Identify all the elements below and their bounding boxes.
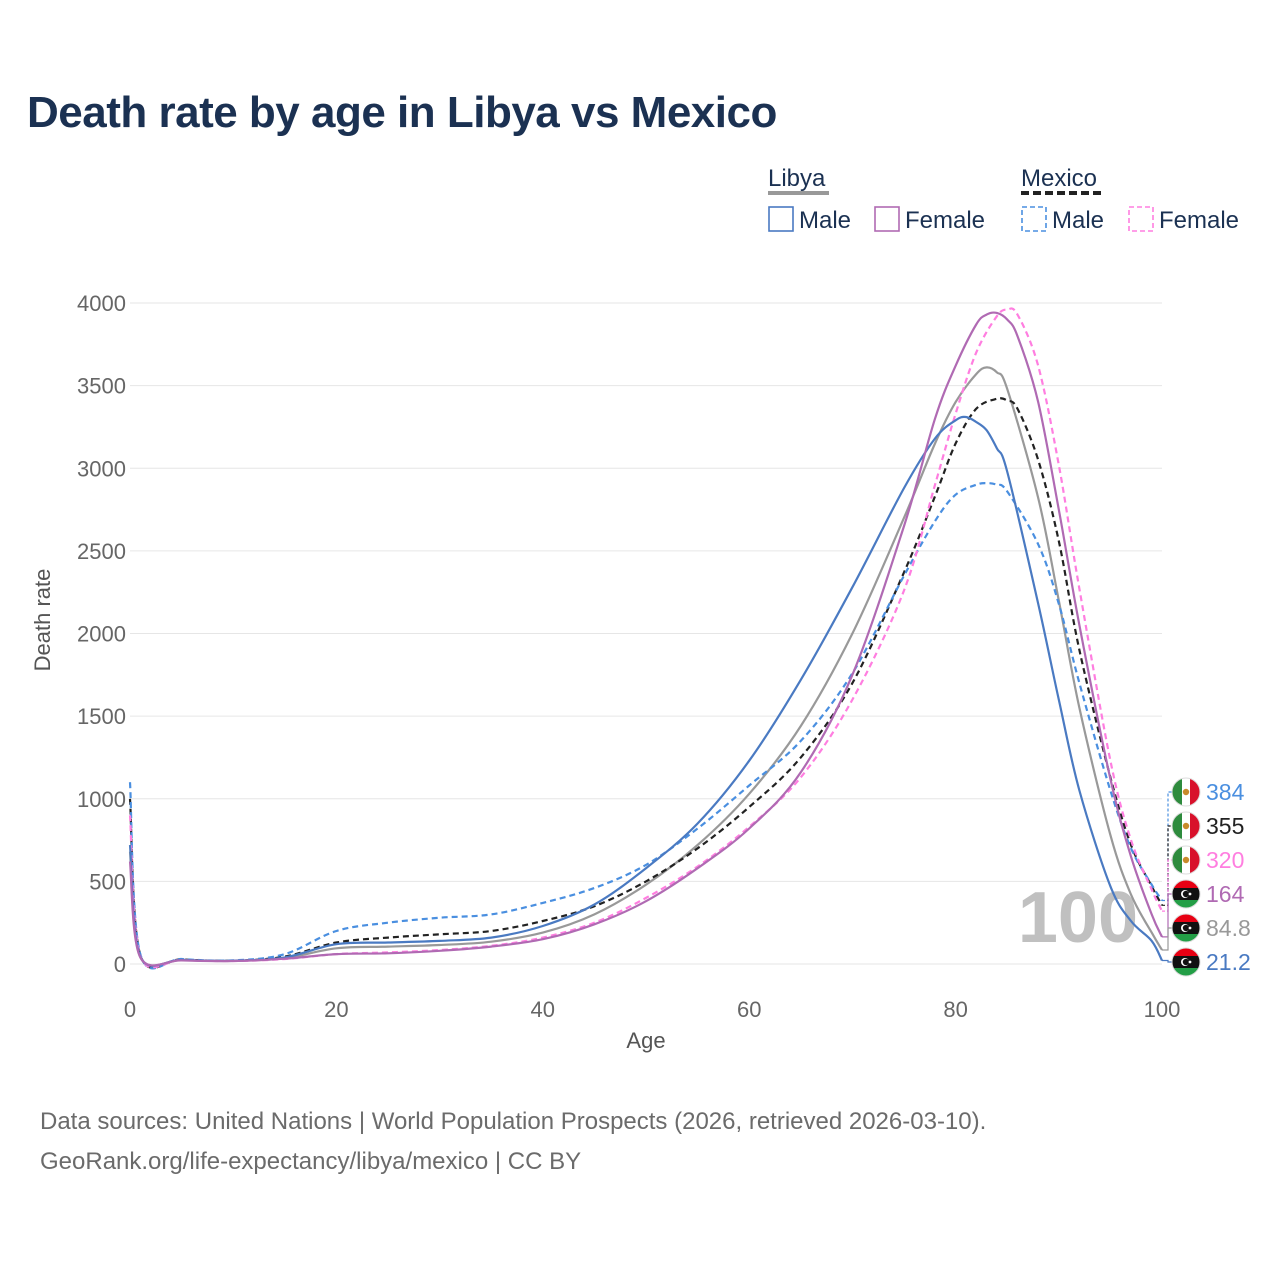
y-tick-label: 0 [114, 952, 126, 977]
y-tick-label: 2500 [77, 539, 126, 564]
x-tick-label: 100 [1144, 997, 1181, 1022]
series-line-mexico-male [128, 481, 1163, 970]
x-tick-label: 60 [737, 997, 761, 1022]
series-line-mexico-both [128, 397, 1163, 969]
end-value-label: 21.2 [1206, 949, 1251, 975]
x-tick-label: 20 [324, 997, 348, 1022]
y-tick-label: 1000 [77, 787, 126, 812]
end-connector [1162, 859, 1172, 912]
y-tick-label: 2000 [77, 622, 126, 647]
y-tick-label: 500 [89, 869, 126, 894]
legend-group-mexico: Mexico [1021, 165, 1097, 192]
legend: Libya Male Female Mexico Male Female [768, 165, 1239, 234]
credit-link[interactable]: GeoRank.org/life-expectancy/libya/mexico… [40, 1148, 582, 1175]
legend-item-label: Female [905, 207, 985, 234]
end-value-label: 164 [1206, 881, 1245, 907]
end-labels: 384 355 320 164 84.8 21.2 [1162, 777, 1251, 977]
x-axis-label: Age [626, 1028, 665, 1053]
age-overlay-label: 100 [1018, 878, 1138, 958]
end-connector [1162, 927, 1172, 951]
libya-flag-icon [1171, 947, 1201, 977]
legend-group-libya: Libya [768, 165, 826, 192]
x-tick-label: 40 [531, 997, 555, 1022]
series-line-libya-male [128, 415, 1163, 967]
legend-item-label: Female [1159, 207, 1239, 234]
x-tick-label: 0 [124, 997, 136, 1022]
y-tick-label: 3500 [77, 374, 126, 399]
grid-lines [130, 302, 1162, 965]
mexico-flag-icon [1171, 777, 1201, 807]
legend-swatch-mexico-female [1128, 206, 1154, 232]
legend-item-label: Male [799, 207, 851, 234]
series-lines [128, 307, 1163, 970]
y-tick-label: 1500 [77, 704, 126, 729]
x-tick-label: 80 [943, 997, 967, 1022]
series-line-libya-female [128, 311, 1163, 967]
end-value-label: 320 [1206, 847, 1244, 873]
end-value-label: 355 [1206, 813, 1244, 839]
legend-swatch-libya-female [874, 206, 900, 232]
end-connector [1162, 791, 1172, 902]
y-tick-label: 3000 [77, 456, 126, 481]
y-tick-label: 4000 [77, 291, 126, 316]
axis-ticks: 0 500 1000 1500 2000 2500 3000 3500 4000 0 20 40 60 8… [77, 291, 1180, 1022]
source-note: Data sources: United Nations | World Pop… [40, 1108, 987, 1135]
page-title: Death rate by age in Libya vs Mexico [27, 88, 777, 137]
series-line-libya-both [128, 366, 1163, 967]
libya-flag-icon [1171, 879, 1201, 909]
mexico-flag-icon [1171, 845, 1201, 875]
mexico-flag-icon [1171, 811, 1201, 841]
end-connector [1162, 959, 1172, 963]
legend-item-label: Male [1052, 207, 1104, 234]
y-axis-label: Death rate [30, 569, 55, 672]
end-value-label: 384 [1206, 779, 1245, 805]
end-connector [1162, 893, 1172, 938]
end-value-label: 84.8 [1206, 915, 1251, 941]
legend-swatch-libya-male [768, 206, 794, 232]
legend-swatch-mexico-male [1021, 206, 1047, 232]
libya-flag-icon [1171, 913, 1201, 943]
